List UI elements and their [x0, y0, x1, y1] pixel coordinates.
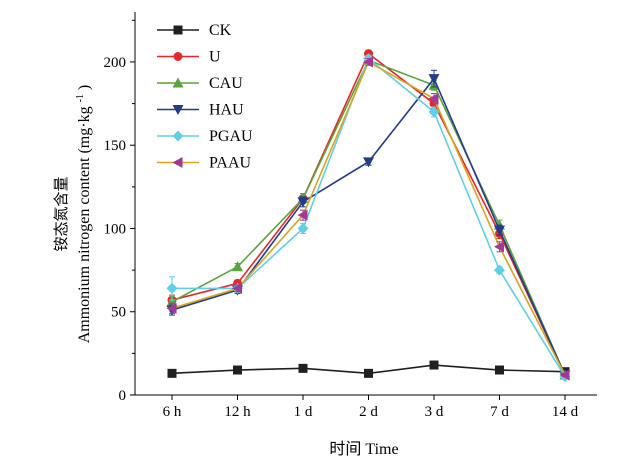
x-axis-label: 时间 Time — [329, 440, 398, 458]
legend-item-u: U — [157, 49, 221, 66]
y-axis-label-unit: (mg·kg — [76, 106, 93, 153]
legend-label: U — [209, 49, 221, 66]
data-point-ck — [364, 368, 373, 378]
legend-marker-paau — [172, 157, 183, 168]
legend-label: CK — [209, 22, 232, 39]
legend-item-cau: CAU — [157, 75, 243, 92]
x-tick-label: 3 d — [425, 404, 444, 420]
legend-item-ck: CK — [157, 22, 232, 39]
legend-label: PGAU — [209, 128, 253, 145]
data-point-pgau — [428, 106, 440, 118]
y-axis-label-cn: 铵态氮含量 — [53, 176, 70, 251]
y-tick-label: 0 — [119, 388, 127, 404]
legend-item-paau: PAAU — [157, 155, 252, 172]
y-axis-label-en: Ammonium nitrogen content (mg·kg -1 ) — [70, 85, 93, 344]
legend-item-hau: HAU — [157, 102, 244, 119]
data-point-cau — [232, 261, 243, 272]
data-point-pgau — [166, 282, 178, 294]
data-point-paau — [232, 282, 242, 294]
legend-label: PAAU — [209, 155, 252, 172]
data-point-paau — [297, 209, 308, 221]
legend-marker-u — [173, 52, 183, 61]
y-ticks: 0 50 100 150 200 — [104, 19, 135, 404]
legend-marker-cau — [172, 77, 184, 88]
data-point-ck — [167, 368, 177, 378]
series-line-hau — [171, 77, 566, 376]
x-tick-label: 1 d — [294, 404, 313, 420]
legend-label: CAU — [209, 75, 243, 92]
axes — [134, 12, 597, 396]
y-axis-label-text: Ammonium nitrogen content — [76, 157, 93, 343]
x-tick-label: 12 h — [224, 404, 251, 420]
y-axis-label-unit-sup: -1 — [75, 94, 86, 102]
data-point-ck — [495, 365, 504, 375]
legend-marker-hau — [172, 105, 184, 115]
series-paau — [166, 56, 570, 381]
series-group — [166, 49, 571, 383]
data-point-paau — [363, 56, 373, 68]
data-point-paau — [428, 93, 439, 105]
y-tick-label: 150 — [104, 138, 127, 154]
data-point-pgau — [494, 264, 505, 276]
legend-marker-pgau — [172, 130, 184, 142]
data-point-ck — [233, 365, 242, 375]
data-point-hau — [363, 157, 374, 168]
y-tick-label: 200 — [104, 55, 127, 71]
data-point-pgau — [297, 222, 309, 234]
data-point-paau — [559, 369, 570, 381]
data-point-paau — [166, 302, 177, 314]
y-tick-label: 100 — [104, 221, 127, 237]
x-tick-label: 2 d — [359, 404, 378, 420]
x-tick-label: 6 h — [163, 404, 182, 420]
series-ck — [167, 360, 570, 378]
data-point-paau — [494, 241, 504, 253]
legend: CK U CAU HAU PGAU PAAU — [157, 22, 253, 172]
y-axis-label-unit-close: ) — [76, 85, 93, 90]
data-point-ck — [298, 363, 308, 373]
x-tick-label: 14 d — [552, 404, 579, 420]
data-point-hau — [297, 197, 309, 208]
data-point-hau — [428, 74, 440, 85]
y-tick-label: 50 — [111, 305, 126, 321]
y-axis-label: 铵态氮含量 Ammonium nitrogen content (mg·kg -… — [53, 85, 93, 344]
data-point-ck — [429, 360, 439, 370]
data-point-hau — [494, 225, 505, 236]
x-tick-label: 7 d — [490, 404, 509, 420]
legend-label: HAU — [209, 102, 244, 119]
x-ticks: 6 h 12 h 1 d 2 d 3 d 7 d 14 d — [163, 395, 579, 420]
legend-marker-ck — [173, 25, 183, 35]
series-u — [167, 49, 570, 380]
legend-item-pgau: PGAU — [157, 128, 253, 145]
